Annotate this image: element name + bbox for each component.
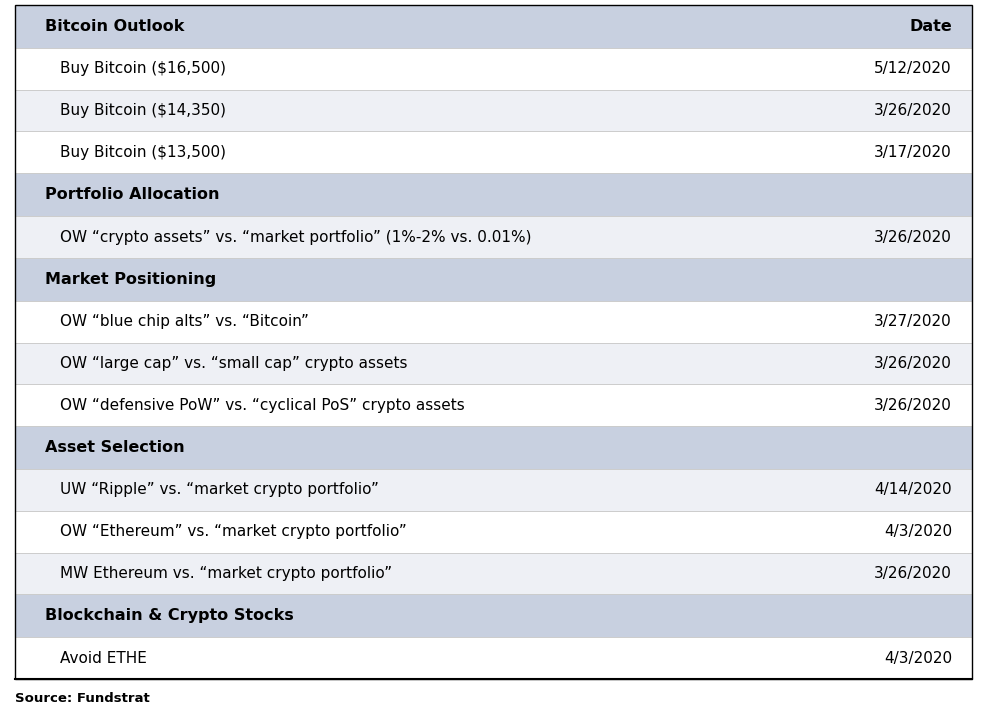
Bar <box>15 469 971 511</box>
Text: Asset Selection: Asset Selection <box>45 440 184 455</box>
Text: OW “blue chip alts” vs. “Bitcoin”: OW “blue chip alts” vs. “Bitcoin” <box>60 314 309 329</box>
Bar <box>15 173 971 216</box>
Bar <box>15 301 971 342</box>
Text: Bitcoin Outlook: Bitcoin Outlook <box>45 19 184 34</box>
Text: 3/26/2020: 3/26/2020 <box>874 103 951 118</box>
Text: Portfolio Allocation: Portfolio Allocation <box>45 187 219 202</box>
Bar <box>15 258 971 301</box>
Bar <box>15 553 971 595</box>
Text: 3/17/2020: 3/17/2020 <box>874 145 951 160</box>
Text: 3/27/2020: 3/27/2020 <box>874 314 951 329</box>
Text: 4/3/2020: 4/3/2020 <box>883 524 951 539</box>
Bar <box>15 132 971 173</box>
Text: 4/14/2020: 4/14/2020 <box>874 483 951 497</box>
Bar <box>15 511 971 553</box>
Text: 5/12/2020: 5/12/2020 <box>874 61 951 76</box>
Text: OW “crypto assets” vs. “market portfolio” (1%-2% vs. 0.01%): OW “crypto assets” vs. “market portfolio… <box>60 230 531 244</box>
Text: OW “large cap” vs. “small cap” crypto assets: OW “large cap” vs. “small cap” crypto as… <box>60 356 407 371</box>
Text: 3/26/2020: 3/26/2020 <box>874 566 951 581</box>
Text: Source: Fundstrat: Source: Fundstrat <box>15 692 150 705</box>
Text: 3/26/2020: 3/26/2020 <box>874 398 951 413</box>
Bar <box>15 89 971 132</box>
Bar <box>15 426 971 469</box>
Text: OW “Ethereum” vs. “market crypto portfolio”: OW “Ethereum” vs. “market crypto portfol… <box>60 524 406 539</box>
Text: Avoid ETHE: Avoid ETHE <box>60 651 147 666</box>
Bar <box>15 5 971 48</box>
Text: Buy Bitcoin ($13,500): Buy Bitcoin ($13,500) <box>60 145 226 160</box>
Text: Blockchain & Crypto Stocks: Blockchain & Crypto Stocks <box>45 608 294 623</box>
Text: Market Positioning: Market Positioning <box>45 272 216 287</box>
Bar <box>15 385 971 426</box>
Text: Date: Date <box>908 19 951 34</box>
Bar <box>15 595 971 638</box>
Bar <box>15 216 971 258</box>
Text: MW Ethereum vs. “market crypto portfolio”: MW Ethereum vs. “market crypto portfolio… <box>60 566 391 581</box>
Text: 3/26/2020: 3/26/2020 <box>874 230 951 244</box>
Text: UW “Ripple” vs. “market crypto portfolio”: UW “Ripple” vs. “market crypto portfolio… <box>60 483 379 497</box>
Bar <box>15 638 971 679</box>
Text: OW “defensive PoW” vs. “cyclical PoS” crypto assets: OW “defensive PoW” vs. “cyclical PoS” cr… <box>60 398 464 413</box>
Text: 4/3/2020: 4/3/2020 <box>883 651 951 666</box>
Text: Buy Bitcoin ($14,350): Buy Bitcoin ($14,350) <box>60 103 226 118</box>
Bar <box>15 48 971 89</box>
Text: 3/26/2020: 3/26/2020 <box>874 356 951 371</box>
Bar <box>15 342 971 385</box>
Text: Buy Bitcoin ($16,500): Buy Bitcoin ($16,500) <box>60 61 226 76</box>
